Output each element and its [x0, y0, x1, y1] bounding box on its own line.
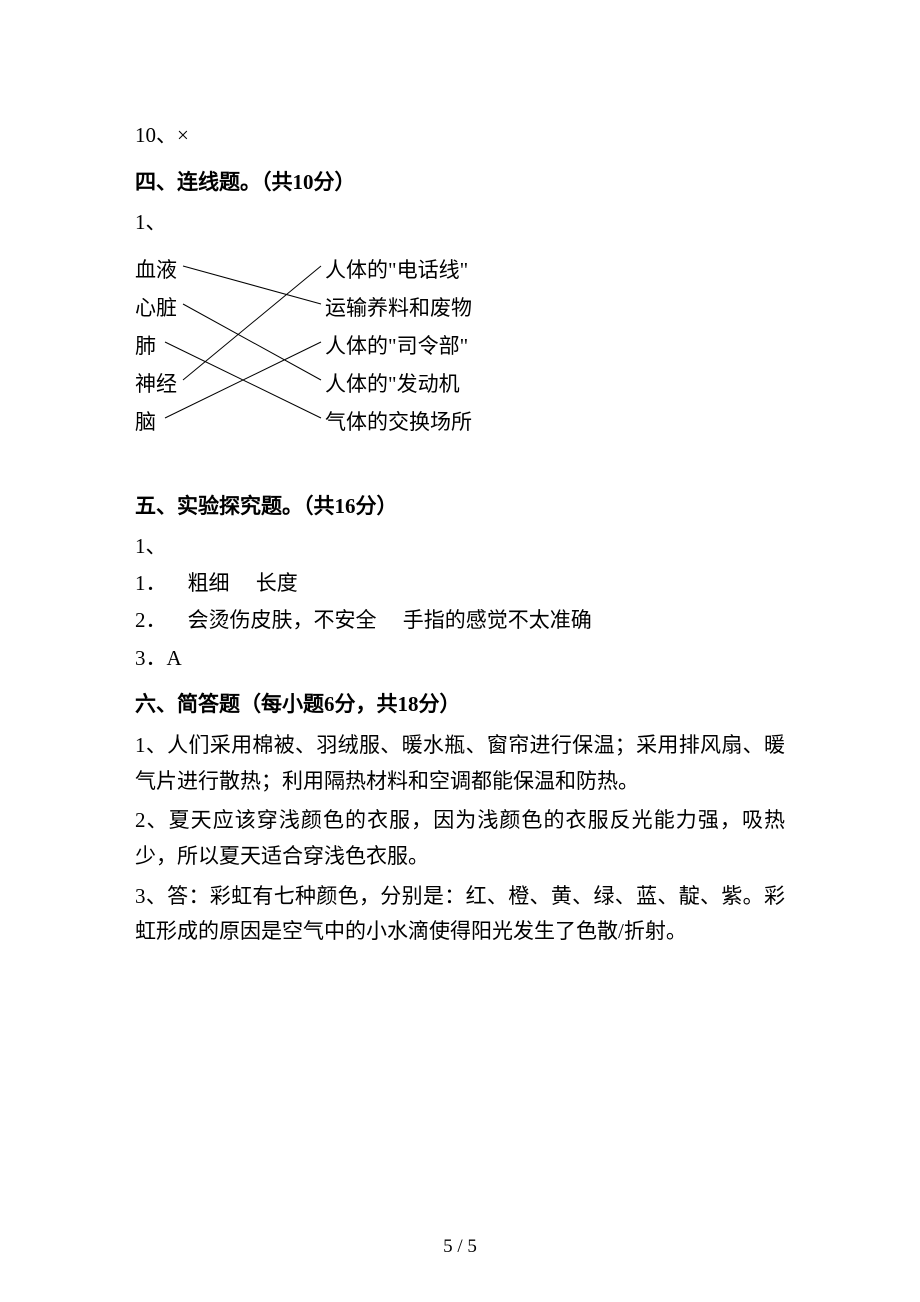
section-4-heading: 四、连线题。（共10分） — [135, 166, 785, 196]
sec6-answer-3: 3、答：彩虹有七种颜色，分别是：红、橙、黄、绿、蓝、靛、紫。彩虹形成的原因是空气… — [135, 879, 785, 950]
page-footer: 5 / 5 — [0, 1236, 920, 1258]
page-content: 10、× 四、连线题。（共10分） 1、 血液心脏肺神经脑 人体的"电话线" 运输养… — [0, 0, 920, 950]
matching-diagram: 血液心脏肺神经脑人体的"电话线"运输养料和废物人体的"司令部"人体的"发动机气体… — [135, 250, 455, 450]
sec6-answer-2: 2、夏天应该穿浅颜色的衣服，因为浅颜色的衣服反光能力强，吸热少，所以夏天适合穿浅… — [135, 803, 785, 874]
match-right-item: 人体的"司令部" — [325, 330, 468, 360]
top-answer-line: 10、× — [135, 120, 785, 152]
sec5-line-1: 1． 粗细 长度 — [135, 568, 785, 600]
match-right-item: 人体的"发动机 — [325, 368, 460, 398]
section-6-heading: 六、简答题（每小题6分，共18分） — [135, 688, 785, 718]
match-left-item: 脑 — [135, 406, 156, 436]
match-right-item: 气体的交换场所 — [325, 406, 472, 436]
sec5-line-2: 2． 会烫伤皮肤，不安全 手指的感觉不太准确 — [135, 605, 785, 637]
sec5-q1-number: 1、 — [135, 530, 785, 560]
match-left-item: 神经 — [135, 368, 177, 398]
sec6-answer-1: 1、人们采用棉被、羽绒服、暖水瓶、窗帘进行保温；采用排风扇、暖气片进行散热；利用… — [135, 728, 785, 799]
match-left-item: 肺 — [135, 330, 156, 360]
sec4-q1-number: 1、 — [135, 206, 785, 236]
match-right-item: 人体的"电话线" — [325, 254, 468, 284]
section-5-heading: 五、实验探究题。（共16分） — [135, 490, 785, 520]
match-right-item: 运输养料和废物 — [325, 292, 472, 322]
match-left-item: 血液 — [135, 254, 177, 284]
sec5-line-3: 3．A — [135, 643, 785, 675]
match-left-item: 心脏 — [135, 292, 177, 322]
